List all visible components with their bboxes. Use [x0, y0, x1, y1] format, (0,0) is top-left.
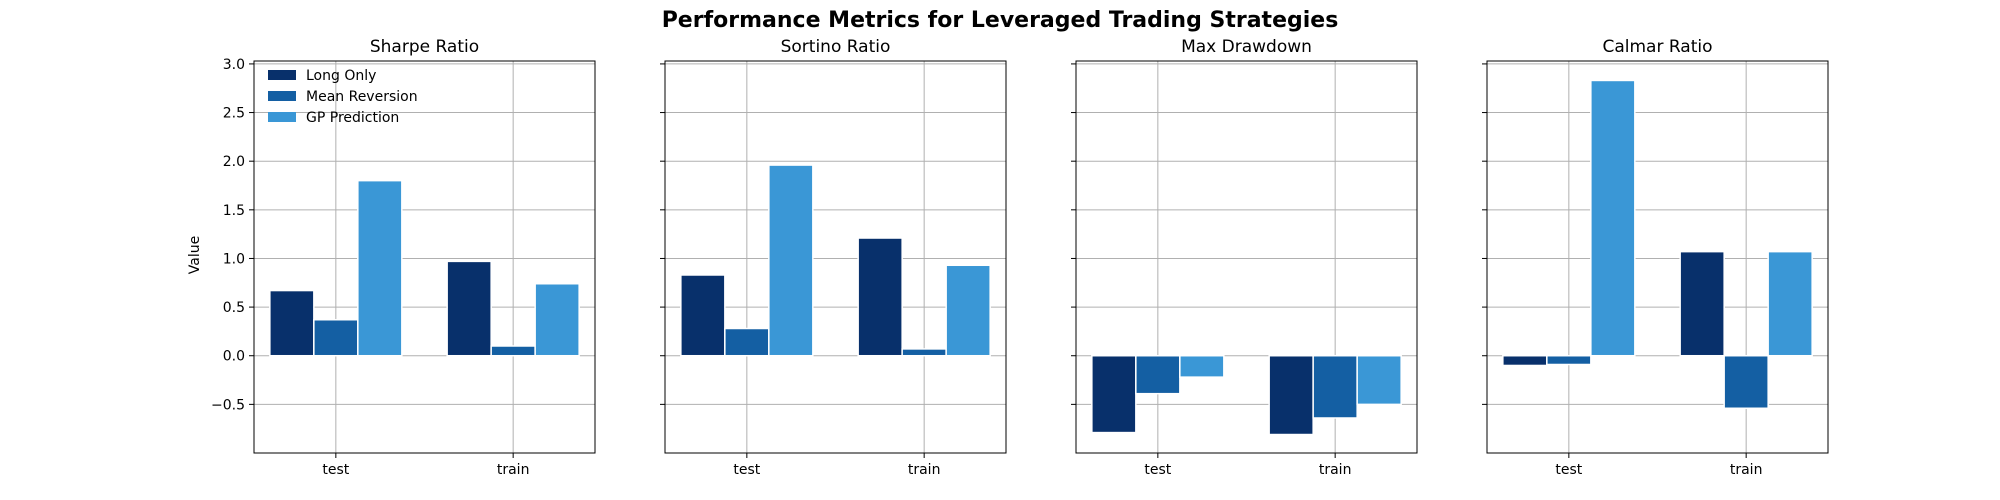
y-tick-label: 2.5: [223, 106, 245, 122]
legend: Long Only Mean Reversion GP Prediction: [268, 68, 418, 126]
y-tick-label: 1.0: [223, 251, 245, 267]
subplot-0: Sharpe Ratio 3.0 2.5 2.0 1.5 1.0 0.5 0.0 −0.5 tes…: [211, 37, 596, 478]
x-tick-label: train: [1730, 462, 1763, 478]
x-tick-label: test: [1555, 462, 1582, 478]
bar-mean-reversion-train: [901, 348, 947, 357]
bar-gp-prediction-train: [1356, 354, 1402, 406]
y-tick-label: −0.5: [211, 397, 245, 413]
y-tick-label: 0.5: [223, 300, 245, 316]
subplot-1: Sortino Ratio test train: [660, 37, 1007, 478]
subplot-title: Max Drawdown: [1181, 37, 1312, 57]
bar-gp-prediction-test: [768, 164, 814, 357]
bar-mean-reversion-train: [490, 345, 536, 357]
y-tick-label: 1.5: [223, 203, 245, 219]
bar-mean-reversion-test: [1546, 354, 1592, 366]
legend-label: GP Prediction: [306, 110, 399, 126]
legend-swatch: [268, 91, 296, 101]
x-tick-label: test: [322, 462, 349, 478]
bar-gp-prediction-train: [534, 282, 580, 357]
legend-swatch: [268, 112, 296, 122]
bar-mean-reversion-test: [1135, 354, 1181, 395]
bar-long-only-test: [680, 274, 726, 357]
x-tick-label: train: [497, 462, 530, 478]
legend-swatch: [268, 70, 296, 80]
bar-mean-reversion-train: [1723, 354, 1769, 410]
subplot-title: Sortino Ratio: [781, 37, 891, 57]
bar-gp-prediction-test: [1590, 79, 1636, 357]
bar-mean-reversion-test: [313, 318, 359, 357]
legend-label: Long Only: [306, 68, 376, 84]
bar-mean-reversion-test: [724, 327, 770, 357]
bar-long-only-test: [1502, 354, 1548, 367]
legend-label: Mean Reversion: [306, 89, 418, 105]
bar-long-only-test: [269, 289, 315, 357]
x-tick-label: test: [1144, 462, 1171, 478]
y-axis-label: Value: [187, 236, 203, 274]
bar-gp-prediction-train: [945, 264, 991, 357]
y-tick-label: 0.0: [223, 349, 245, 365]
subplot-frame: [1075, 60, 1418, 454]
figure-title: Performance Metrics for Leveraged Tradin…: [662, 8, 1339, 33]
x-tick-label: train: [908, 462, 941, 478]
bar-long-only-test: [1091, 354, 1137, 434]
bar-mean-reversion-train: [1312, 354, 1358, 419]
subplot-title: Calmar Ratio: [1602, 37, 1712, 57]
y-tick-label: 3.0: [223, 57, 245, 73]
y-tick-label: 2.0: [223, 154, 245, 170]
subplot-frame: [664, 60, 1007, 454]
bar-long-only-train: [1268, 354, 1314, 436]
bar-gp-prediction-train: [1767, 250, 1813, 357]
x-tick-label: train: [1319, 462, 1352, 478]
subplots: Sharpe Ratio 3.0 2.5 2.0 1.5 1.0 0.5 0.0 −0.5 tes…: [211, 37, 1829, 478]
subplot-frame: [1486, 60, 1829, 454]
bar-long-only-train: [1679, 250, 1725, 357]
bar-gp-prediction-test: [1179, 354, 1225, 378]
subplot-frame: [253, 60, 596, 454]
subplot-3: Calmar Ratio test train: [1482, 37, 1829, 478]
bar-long-only-train: [857, 237, 903, 357]
x-tick-label: test: [733, 462, 760, 478]
subplot-2: Max Drawdown test train: [1071, 37, 1418, 478]
bar-gp-prediction-test: [357, 179, 403, 357]
subplot-title: Sharpe Ratio: [370, 37, 479, 57]
bar-long-only-train: [446, 260, 492, 357]
